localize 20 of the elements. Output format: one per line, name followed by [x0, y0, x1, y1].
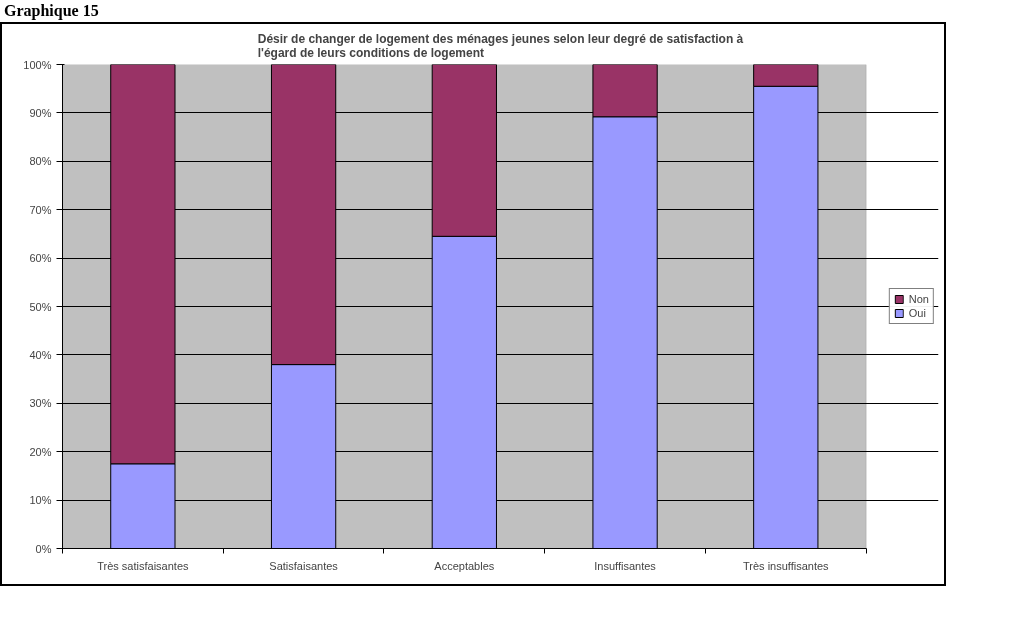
y-tick-label: 80%	[29, 155, 52, 168]
legend-label: Non	[908, 293, 929, 305]
y-tick-label: 0%	[35, 542, 52, 555]
y-tick-label: 70%	[29, 203, 52, 216]
x-tick-label: Très satisfaisantes	[97, 559, 190, 572]
x-tick-label: Insuffisantes	[594, 559, 657, 572]
x-tick-label: Acceptables	[434, 559, 495, 572]
text: Graphique 15	[4, 1, 99, 22]
legend-label: Oui	[908, 307, 927, 319]
chart-title: Désir de changer de logement des ménages jeunes selon leur degré de satisfaction à l'égard de leurs conditions de logement	[257, 31, 744, 60]
y-tick-label: 20%	[29, 445, 52, 458]
x-tick-label: Très insuffisantes	[743, 559, 830, 572]
y-tick-label: 100%	[23, 58, 52, 71]
y-tick-label: 50%	[29, 300, 52, 313]
y-tick-label: 30%	[29, 397, 52, 410]
x-tick-label: Satisfaisantes	[269, 559, 339, 572]
y-tick-label: 60%	[29, 252, 52, 265]
y-tick-label: 40%	[29, 348, 52, 361]
y-tick-label: 10%	[29, 494, 52, 507]
y-tick-label: 90%	[29, 106, 52, 119]
